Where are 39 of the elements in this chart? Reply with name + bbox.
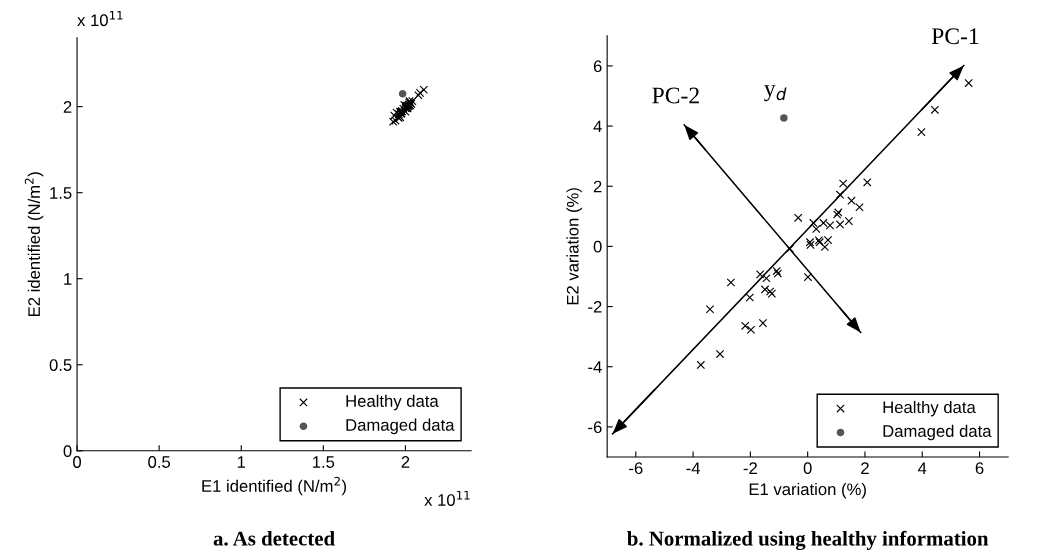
x-axis-title: E1 variation (%) xyxy=(749,482,866,499)
annotation: y$_{d}$ xyxy=(764,85,787,102)
y-tick-label: 4 xyxy=(593,120,602,133)
text: b. Normalized using healthy information xyxy=(627,530,989,551)
x-tick-label: 0 xyxy=(73,456,82,468)
x-tick-label: 4 xyxy=(917,462,927,474)
annotation: PC-1 xyxy=(931,28,979,45)
y-tick-label: 2 xyxy=(593,180,602,193)
y-tick-label: -6 xyxy=(588,421,602,434)
x-axis-title: E1 identified (N/m$^{2}$) xyxy=(202,476,347,496)
x-tick-label: 0.5 xyxy=(148,456,171,468)
x-tick-label: 2 xyxy=(861,462,869,474)
y-tick-label: -2 xyxy=(588,300,602,313)
y-tick-label: -4 xyxy=(588,361,602,373)
y-axis-title: E2 identified (N/m$^{2}$) xyxy=(24,172,44,317)
x-tick-label: -2 xyxy=(743,462,757,474)
x-tick-label: -4 xyxy=(686,462,701,474)
y-tick-label: 1 xyxy=(64,273,72,285)
x-tick-label: 6 xyxy=(975,462,984,475)
x-tick-label: -6 xyxy=(629,462,643,475)
x-tick-label: 1.5 xyxy=(313,456,335,468)
legend-label: Healthy data xyxy=(346,394,439,411)
y-tick-label: 2 xyxy=(63,101,72,113)
x-tick-label: 1 xyxy=(237,456,246,468)
y-axis-title: E2 variation (%) xyxy=(566,188,582,305)
annotation: PC-2 xyxy=(652,87,699,104)
legend-label: Healthy data xyxy=(883,400,976,417)
y-tick-label: 0 xyxy=(63,445,72,457)
x-tick-label: 2 xyxy=(401,456,410,468)
y-tick-label: 0 xyxy=(593,240,602,253)
y-tick-label: 1.5 xyxy=(50,187,72,199)
text: x 10$^{11}$ xyxy=(77,11,123,27)
x-tick-label: 0 xyxy=(803,462,812,475)
text: a. As detected xyxy=(213,530,335,546)
legend-label: Damaged data xyxy=(883,424,992,441)
y-tick-label: 6 xyxy=(593,60,602,73)
legend-label: Damaged data xyxy=(346,418,455,435)
text: x 10$^{11}$ xyxy=(424,490,470,506)
y-tick-label: 0.5 xyxy=(49,359,72,371)
